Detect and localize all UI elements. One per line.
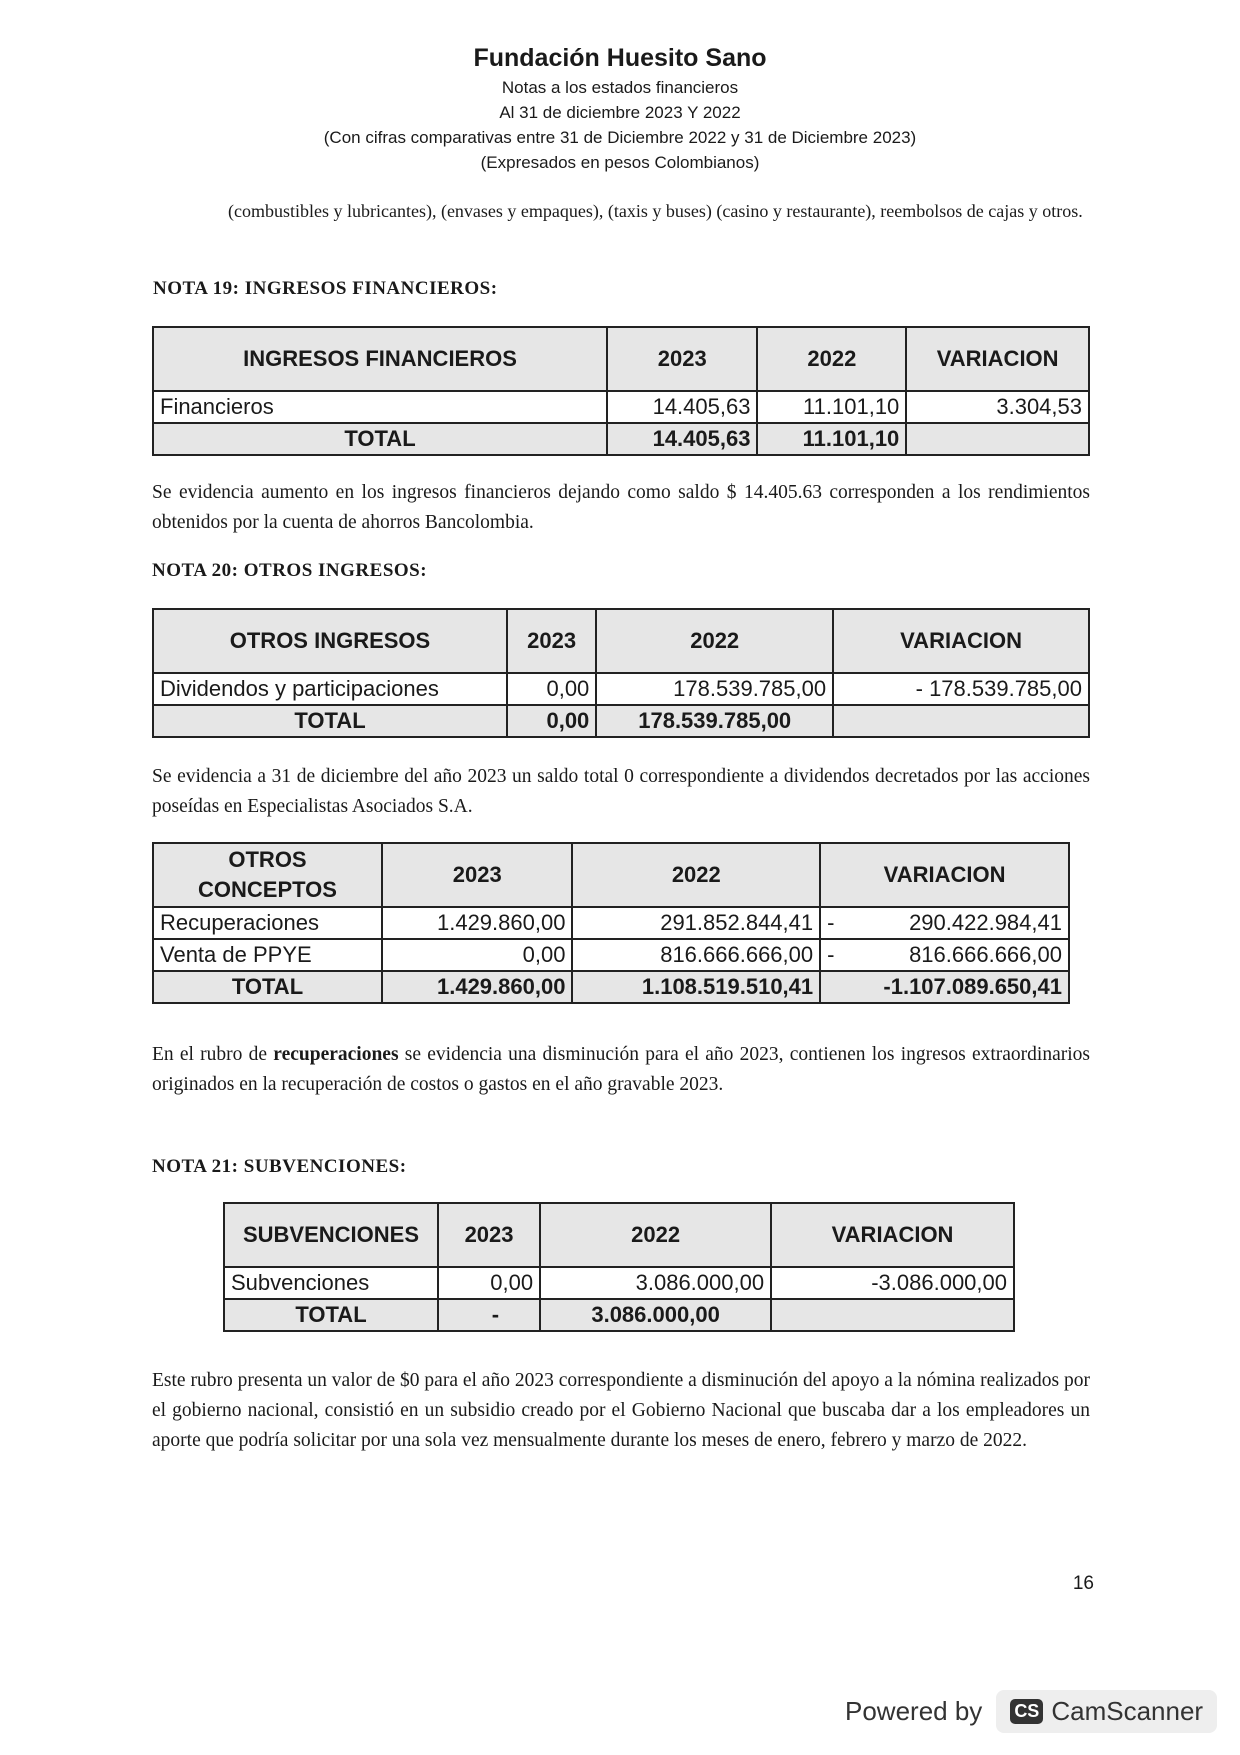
cell: 0,00 <box>380 938 574 972</box>
cell: 1.429.860,00 <box>380 970 574 1004</box>
cell: Dividendos y participaciones <box>152 672 508 706</box>
cell: Recuperaciones <box>152 906 383 940</box>
col-header: OTROS INGRESOS <box>152 608 508 674</box>
table-row: Dividendos y participaciones 0,00 178.539.… <box>152 672 1090 706</box>
col-header: 2023 <box>505 608 598 674</box>
powered-by-text: Powered by <box>845 1696 983 1726</box>
cell: Financieros <box>152 390 608 424</box>
table-row: Venta de PPYE 0,00 816.666.666,00-816.666.… <box>152 938 1070 972</box>
cell: 14.405,63 <box>605 390 759 424</box>
cell: 3.086.000,00 <box>539 1298 773 1332</box>
table-row: Recuperaciones 1.429.860,00 291.852.844,41… <box>152 906 1070 940</box>
camscanner-logo-icon: CS <box>1010 1699 1044 1724</box>
subtitle-date: Al 31 de diciembre 2023 Y 2022 <box>499 103 741 122</box>
col-header: VARIACION <box>905 326 1090 392</box>
total-row: TOTAL -3.086.000,00 <box>223 1298 1015 1332</box>
cell: 291.852.844,41 <box>571 906 822 940</box>
cell: 1.429.860,00 <box>380 906 574 940</box>
col-header: 2023 <box>436 1202 542 1268</box>
cell: 0,00 <box>505 704 598 738</box>
nota-19-heading: NOTA 19: INGRESOS FINANCIEROS: <box>153 278 498 299</box>
cell: - <box>819 906 848 940</box>
cell: Venta de PPYE <box>152 938 383 972</box>
nota-20-heading: NOTA 20: OTROS INGRESOS: <box>152 560 428 581</box>
brand-text: CamScanner <box>1051 1696 1204 1726</box>
col-header: 2022 <box>571 842 822 908</box>
cell: TOTAL <box>152 704 508 738</box>
cell: 0,00 <box>436 1266 542 1300</box>
col-header: 2023 <box>605 326 759 392</box>
cell: 3.304,53 <box>905 390 1090 424</box>
cell: 11.101,10 <box>756 390 908 424</box>
text: se evidencia una disminución para el año… <box>152 1044 1090 1095</box>
camscanner-watermark: Powered by CS CamScanner <box>845 1690 1218 1733</box>
subtitle: Notas a los estados financieros <box>501 78 739 97</box>
col-header: OTROS CONCEPTOS <box>152 842 383 908</box>
col-header: VARIACION <box>832 608 1090 674</box>
cell: -3.086.000,00 <box>770 1266 1015 1300</box>
cell: - <box>436 1298 542 1332</box>
subtitle-currency: (Expresados en pesos Colombianos) <box>480 153 760 172</box>
total-row: TOTAL 1.429.860,00 1.108.519.510,41 -1.107.… <box>152 970 1070 1004</box>
otros-conceptos-table: OTROS CONCEPTOS 2023 2022 VARIACION Recuper… <box>152 842 1070 1004</box>
table-row: Financieros 14.405,63 11.101,10 3.304,53 <box>152 390 1090 424</box>
cell: 178.539.785,00 <box>595 672 835 706</box>
ingresos-financieros-table: INGRESOS FINANCIEROS 2023 2022 VARIACION Fi… <box>152 326 1090 456</box>
nota-19-text: Se evidencia aumento en los ingresos fin… <box>152 482 1090 533</box>
text: En el rubro de <box>152 1044 274 1065</box>
cell: 816.666.666,00 <box>847 938 1070 972</box>
col-header: 2022 <box>595 608 835 674</box>
cell: 178.539.785,00 <box>595 704 835 738</box>
total-row: TOTAL 0,00 178.539.785,00 <box>152 704 1090 738</box>
col-header: 2022 <box>756 326 908 392</box>
col-header: VARIACION <box>819 842 1070 908</box>
cell: 14.405,63 <box>605 422 759 456</box>
cell <box>832 704 1090 738</box>
subvenciones-table: SUBVENCIONES 2023 2022 VARIACION Subvencion… <box>223 1202 1015 1332</box>
cell: Subvenciones <box>223 1266 439 1300</box>
nota-21-heading: NOTA 21: SUBVENCIONES: <box>152 1156 407 1177</box>
cell: TOTAL <box>152 970 383 1004</box>
nota-20-text: Se evidencia a 31 de diciembre del año 2… <box>152 766 1090 817</box>
col-header: SUBVENCIONES <box>223 1202 439 1268</box>
cell: 3.086.000,00 <box>539 1266 773 1300</box>
col-header: VARIACION <box>770 1202 1015 1268</box>
document-title: Fundación Huesito Sano <box>473 44 767 72</box>
page-number: 16 <box>1072 1573 1094 1594</box>
cell: - <box>819 938 848 972</box>
nota-21-text: Este rubro presenta un valor de $0 para … <box>152 1370 1090 1451</box>
col-header: 2022 <box>539 1202 773 1268</box>
cell: 11.101,10 <box>756 422 908 456</box>
subtitle-comparative: (Con cifras comparativas entre 31 de Dic… <box>323 128 917 147</box>
cell <box>905 422 1090 456</box>
cell <box>770 1298 1015 1332</box>
table-row: Subvenciones 0,00 3.086.000,00 -3.086.000,0… <box>223 1266 1015 1300</box>
col-header: INGRESOS FINANCIEROS <box>152 326 608 392</box>
cell: -1.107.089.650,41 <box>819 970 1070 1004</box>
cell: 816.666.666,00 <box>571 938 822 972</box>
otros-ingresos-table: OTROS INGRESOS 2023 2022 VARIACION Dividend… <box>152 608 1090 738</box>
cell: 290.422.984,41 <box>847 906 1070 940</box>
intro-paragraph: (combustibles y lubricantes), (envases y… <box>228 201 1083 221</box>
col-header: 2023 <box>380 842 574 908</box>
total-row: TOTAL 14.405,63 11.101,10 <box>152 422 1090 456</box>
cell: - 178.539.785,00 <box>832 672 1090 706</box>
cell: TOTAL <box>223 1298 439 1332</box>
cell: 0,00 <box>505 672 598 706</box>
cell: TOTAL <box>152 422 608 456</box>
cell: 1.108.519.510,41 <box>571 970 822 1004</box>
bold-text: recuperaciones <box>273 1044 399 1065</box>
nota-20-text-2: En el rubro de recuperaciones se evidenc… <box>152 1040 1090 1100</box>
